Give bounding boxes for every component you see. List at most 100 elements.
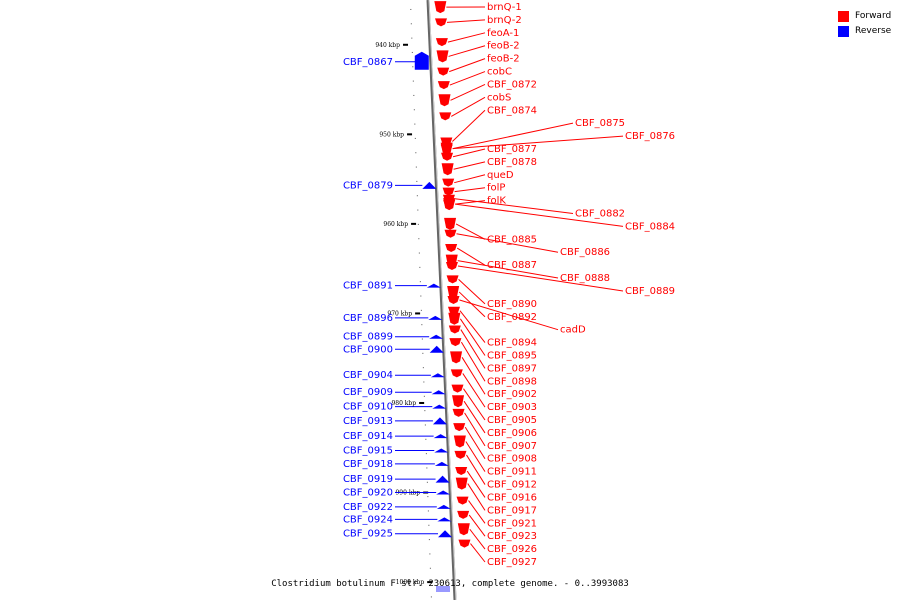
forward-gene-block <box>446 275 459 284</box>
axis-dot <box>416 180 418 182</box>
axis-dot <box>413 94 415 96</box>
reverse-gene-block <box>435 475 450 483</box>
reverse-gene-label: CBF_0915 <box>343 445 393 456</box>
forward-gene-leader <box>452 109 486 142</box>
forward-gene-block <box>453 423 466 432</box>
forward-gene-label: CBF_0875 <box>575 118 625 129</box>
forward-gene-block <box>448 312 461 325</box>
reverse-gene-block <box>438 530 453 538</box>
axis-dot <box>428 539 430 541</box>
reverse-gene-block <box>437 517 452 522</box>
forward-gene-label: feoA-1 <box>487 28 519 39</box>
forward-gene-leader <box>460 329 486 369</box>
forward-gene-label: CBF_0878 <box>487 157 537 168</box>
forward-gene-leader <box>462 373 486 408</box>
axis-dot <box>423 395 425 397</box>
genome-line-highlight <box>428 0 457 600</box>
reverse-gene-label: CBF_0900 <box>343 344 393 355</box>
reverse-gene-label: CBF_0914 <box>343 431 393 442</box>
axis-dot <box>422 367 424 369</box>
legend-reverse: Reverse <box>838 24 891 38</box>
forward-gene-block <box>435 18 448 27</box>
reverse-genes: CBF_0867 CBF_0879 CBF_0891 CBF_0896 CBF_0899… <box>343 51 453 540</box>
forward-gene-label: CBF_0898 <box>487 376 537 387</box>
forward-gene-block <box>447 285 460 298</box>
forward-gene-leader <box>463 388 486 421</box>
forward-gene-label: CBF_0906 <box>487 428 537 439</box>
reverse-gene-label: CBF_0896 <box>343 313 393 324</box>
forward-gene-label: CBF_0908 <box>487 454 537 465</box>
reverse-gene-label: CBF_0924 <box>343 514 393 525</box>
forward-gene-block <box>443 200 456 209</box>
forward-gene-leader <box>469 528 486 550</box>
forward-gene-leader <box>468 500 486 524</box>
forward-gene-leader <box>454 198 574 215</box>
forward-genes: brnQ-1brnQ-2feoA-1feoB-2feoB-2cobCCBF_08… <box>434 1 675 568</box>
forward-gene-block <box>450 351 463 364</box>
reverse-gene-label: CBF_0925 <box>343 529 393 540</box>
axis-dot <box>410 23 412 25</box>
forward-gene-label: CBF_0894 <box>487 338 537 349</box>
forward-gene-block <box>449 338 462 347</box>
reverse-swatch <box>838 25 849 37</box>
axis-dot <box>421 338 423 340</box>
forward-gene-block <box>434 1 447 14</box>
forward-gene-label: CBF_0888 <box>560 273 610 284</box>
forward-gene-leader <box>448 45 486 57</box>
genome-axis <box>410 0 457 600</box>
reverse-gene-label: CBF_0891 <box>343 281 393 292</box>
reverse-gene-block <box>433 434 448 439</box>
axis-dot <box>410 8 412 10</box>
axis-dot <box>427 510 429 512</box>
axis-dot <box>424 410 426 412</box>
forward-gene-leader <box>459 318 486 356</box>
forward-gene-label: CBF_0884 <box>625 221 675 232</box>
axis-dot <box>423 381 425 383</box>
forward-gene-leader <box>466 454 486 485</box>
axis-dot <box>421 324 423 326</box>
axis-dot <box>425 453 427 455</box>
forward-gene-leader <box>459 310 486 343</box>
reverse-gene-label: CBF_0867 <box>343 57 393 68</box>
forward-gene-label: CBF_0926 <box>487 544 537 555</box>
reverse-gene-block <box>436 490 451 495</box>
forward-gene-block <box>437 67 450 76</box>
forward-gene-block <box>457 510 470 519</box>
forward-gene-leader <box>453 161 486 170</box>
forward-gene-leader <box>452 148 486 158</box>
forward-gene-label: CBF_0877 <box>487 144 537 155</box>
axis-dot <box>416 195 418 197</box>
forward-gene-leader <box>463 400 486 434</box>
forward-gene-label: CBF_0921 <box>487 518 537 529</box>
axis-dot <box>426 481 428 483</box>
reverse-gene-label: CBF_0899 <box>343 332 393 343</box>
forward-gene-block <box>448 325 461 334</box>
forward-gene-block <box>452 395 465 408</box>
axis-dot <box>427 496 429 498</box>
forward-gene-label: CBF_0886 <box>560 247 610 258</box>
forward-gene-leader <box>458 291 486 318</box>
axis-end-marker <box>436 586 450 592</box>
forward-gene-label: CBF_0897 <box>487 363 537 374</box>
forward-gene-block <box>450 369 463 378</box>
axis-dot <box>430 596 432 598</box>
scale-tick-label: 950 kbp <box>379 131 404 138</box>
reverse-gene-label: CBF_0918 <box>343 459 393 470</box>
forward-gene-leader <box>464 426 486 460</box>
forward-gene-block <box>457 523 470 536</box>
axis-dot <box>412 80 414 82</box>
forward-gene-leader <box>446 19 486 23</box>
forward-gene-leader <box>452 122 574 150</box>
reverse-gene-block <box>431 390 446 395</box>
forward-gene-label: feoB-2 <box>487 41 520 52</box>
axis-dot <box>415 152 417 154</box>
forward-gene-leader <box>454 187 486 193</box>
forward-gene-block <box>441 163 454 176</box>
forward-gene-label: CBF_0892 <box>487 312 537 323</box>
forward-gene-label: CBF_0895 <box>487 350 537 361</box>
forward-gene-block <box>440 144 453 153</box>
forward-gene-block <box>442 178 455 187</box>
forward-gene-block <box>438 94 451 107</box>
forward-gene-block <box>455 477 468 490</box>
